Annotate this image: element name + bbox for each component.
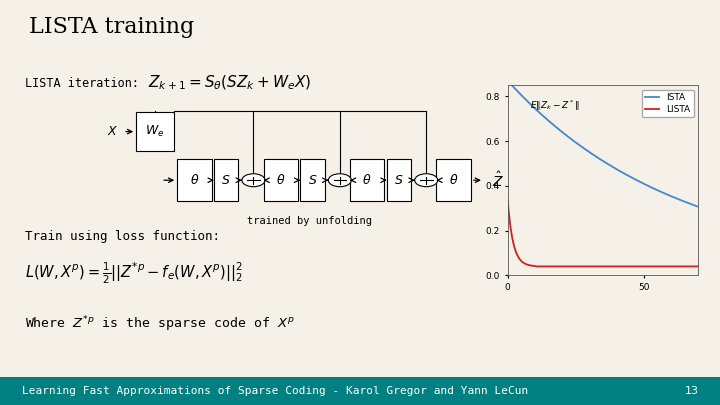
Circle shape [328, 174, 351, 187]
LISTA [532, 264, 541, 269]
ISTA [617, 169, 626, 174]
Text: LISTA training: LISTA training [29, 16, 194, 38]
ISTA [694, 205, 703, 209]
ISTA [690, 203, 698, 208]
Text: Where $Z^{*p}$ is the sparse code of $X^p$: Where $Z^{*p}$ is the sparse code of $X^… [25, 314, 294, 334]
Text: $E\|Z_k - Z^*\|$: $E\|Z_k - Z^*\|$ [531, 98, 580, 113]
Bar [177, 159, 212, 201]
ISTA [503, 78, 512, 83]
LISTA [679, 264, 688, 269]
Text: $\theta$: $\theta$ [189, 173, 199, 187]
LISTA [522, 262, 531, 267]
Bar [214, 159, 238, 201]
Text: $S$: $S$ [394, 174, 404, 187]
Bar [350, 159, 384, 201]
Bar [136, 112, 174, 151]
Bar [300, 159, 325, 201]
ISTA [606, 163, 615, 168]
Text: $L(W, X^p) = \frac{1}{2}||Z^{*p} - f_e(W, X^p)||_2^2$: $L(W, X^p) = \frac{1}{2}||Z^{*p} - f_e(W… [25, 261, 243, 286]
Line: LISTA: LISTA [508, 199, 698, 266]
Legend: ISTA, LISTA: ISTA, LISTA [642, 90, 694, 117]
Circle shape [242, 174, 265, 187]
Circle shape [415, 174, 438, 187]
LISTA [530, 264, 539, 269]
Text: trained by unfolding: trained by unfolding [247, 216, 372, 226]
Text: $S$: $S$ [221, 174, 231, 187]
LISTA [510, 247, 519, 252]
Text: $\theta$: $\theta$ [449, 173, 459, 187]
Text: 13: 13 [685, 386, 698, 396]
Text: $W_e$: $W_e$ [145, 124, 164, 139]
Text: $X$: $X$ [107, 125, 118, 138]
Bar [387, 159, 411, 201]
ISTA [595, 156, 603, 161]
Text: LISTA iteration:: LISTA iteration: [25, 77, 139, 90]
Text: Train using loss function:: Train using loss function: [25, 230, 220, 243]
Bar [436, 159, 471, 201]
ISTA [660, 191, 668, 196]
Bar [0, 377, 720, 405]
LISTA [694, 264, 703, 269]
Text: $\theta$: $\theta$ [362, 173, 372, 187]
Text: $\theta$: $\theta$ [276, 173, 286, 187]
Text: $S$: $S$ [307, 174, 318, 187]
LISTA [521, 262, 530, 266]
Text: $\hat{Z}$: $\hat{Z}$ [492, 171, 504, 190]
Line: ISTA: ISTA [508, 81, 698, 207]
Bar [264, 159, 298, 201]
Text: Learning Fast Approximations of Sparse Coding - Karol Gregor and Yann LeCun: Learning Fast Approximations of Sparse C… [22, 386, 528, 396]
ISTA [594, 156, 603, 160]
Text: $Z_{k+1} = S_\theta(SZ_k + W_e X)$: $Z_{k+1} = S_\theta(SZ_k + W_e X)$ [148, 74, 311, 92]
LISTA [503, 197, 512, 202]
LISTA [569, 264, 577, 269]
